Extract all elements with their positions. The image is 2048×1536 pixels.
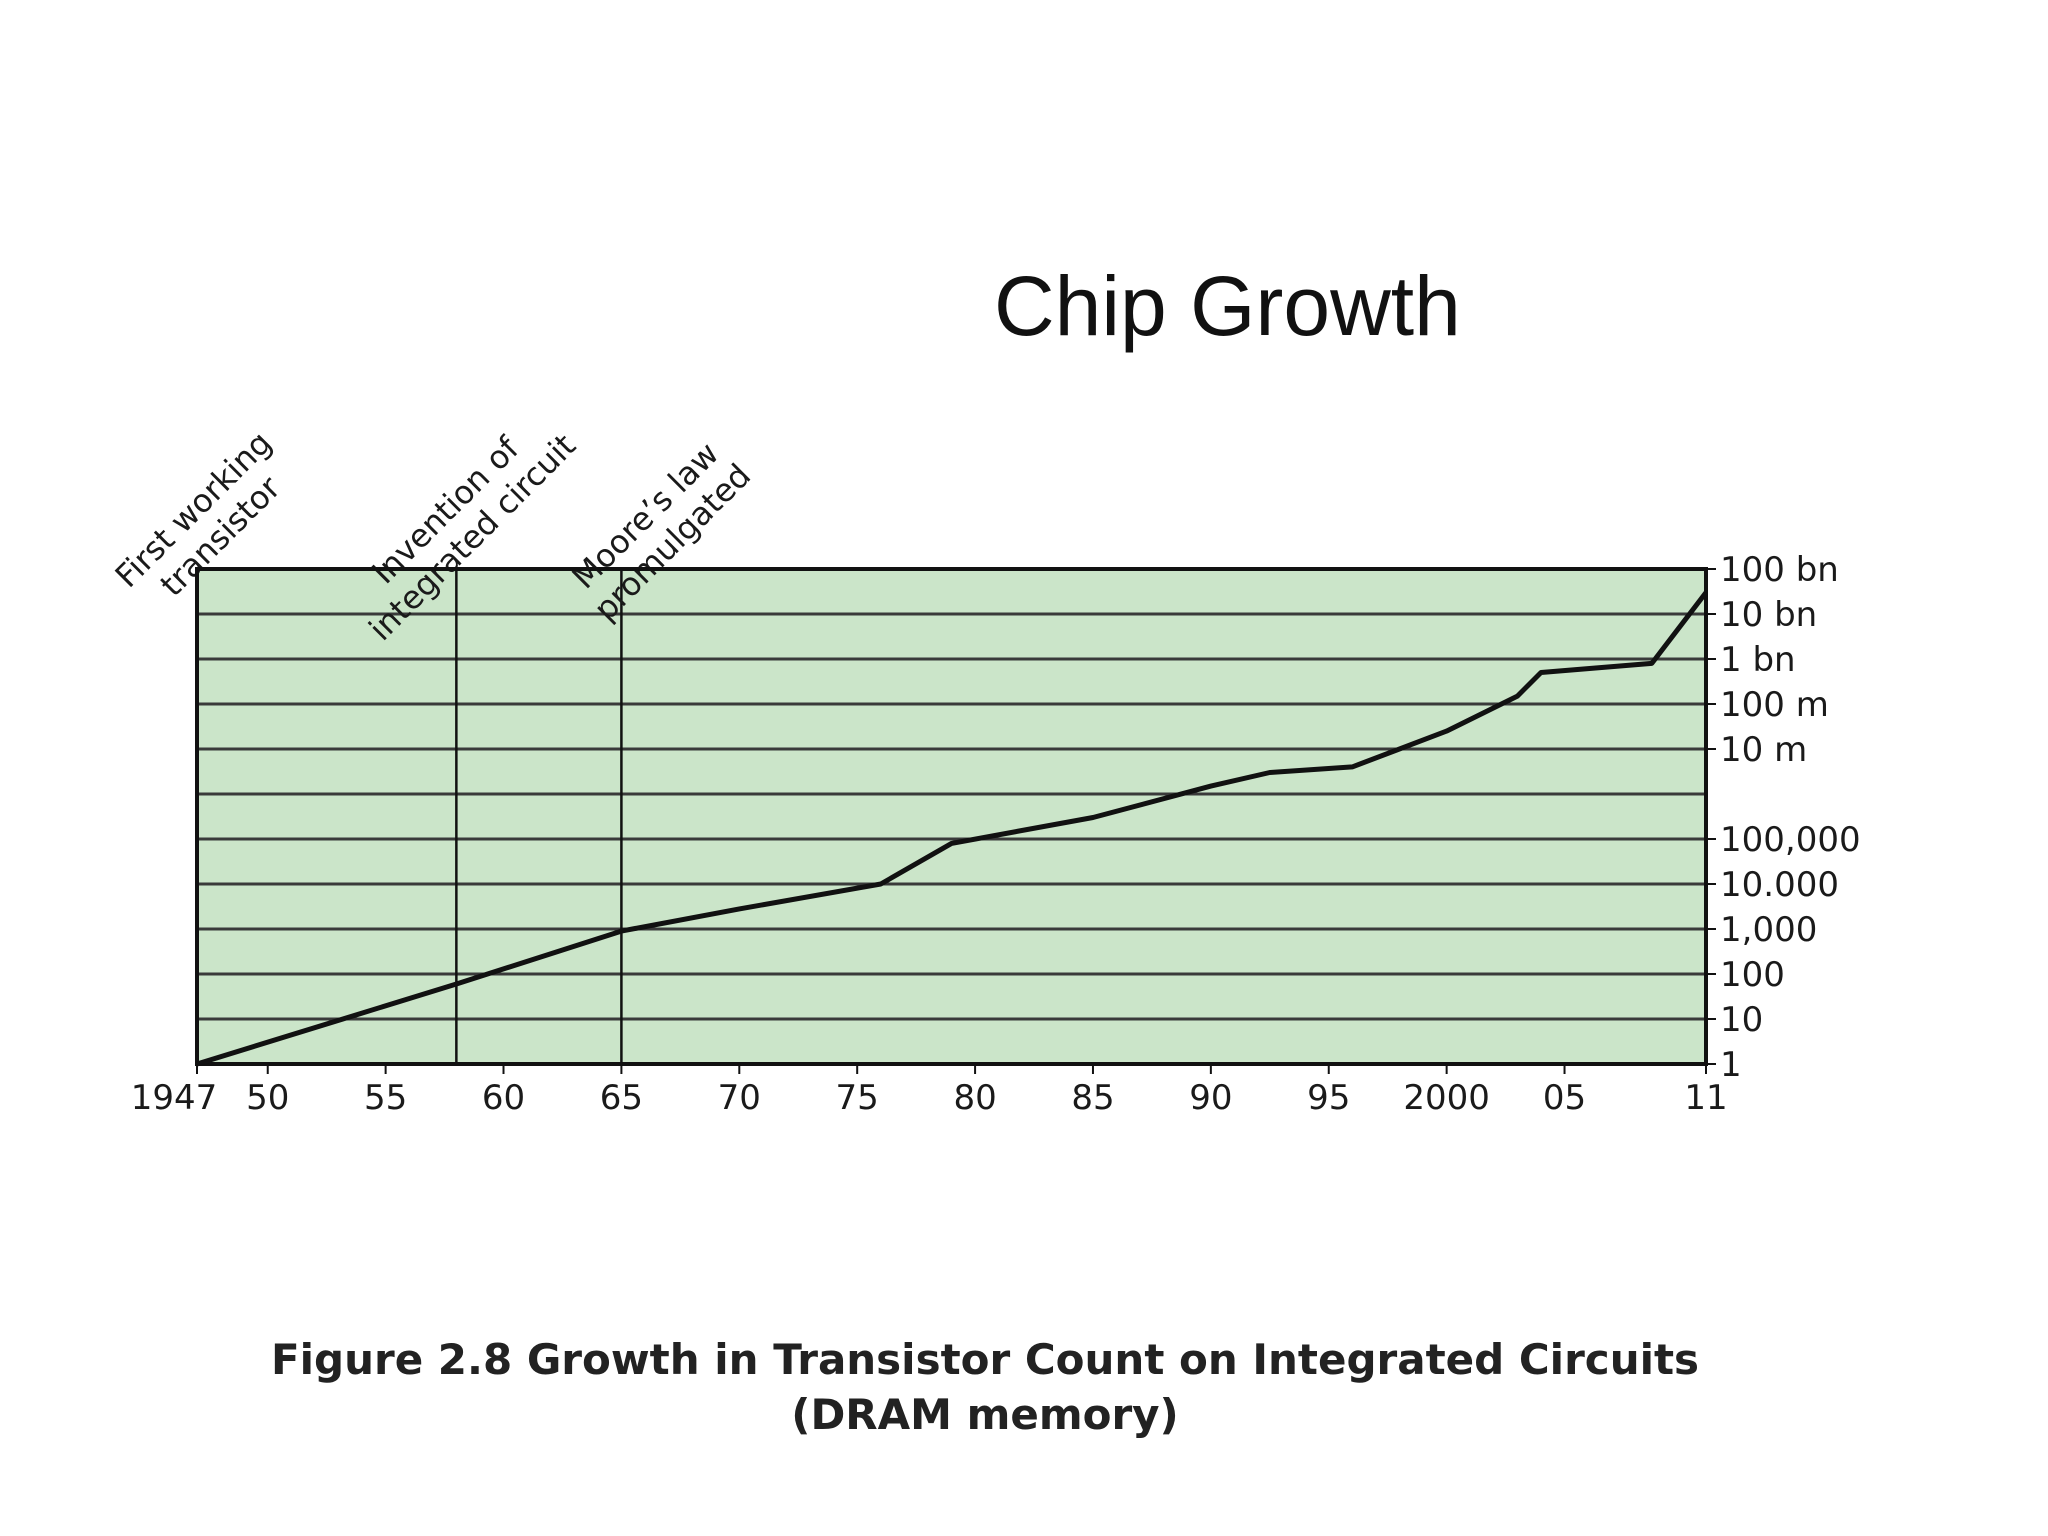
x-tick-label: 1947 [131,1078,218,1118]
x-tick-label: 70 [718,1078,761,1118]
x-tick-label: 95 [1307,1078,1350,1118]
x-tick-label: 65 [600,1078,643,1118]
y-tick-label: 100 [1720,955,1785,995]
plot-frame [195,567,1708,1066]
y-tick-label: 100 bn [1720,550,1839,590]
figure-caption-line1: Figure 2.8 Growth in Transistor Count on… [270,1335,1700,1384]
y-tick-label: 100 m [1720,685,1829,725]
y-tick-label: 10 bn [1720,595,1817,635]
x-tick-label: 85 [1071,1078,1114,1118]
y-tick-label: 1,000 [1720,910,1817,950]
x-tick-label: 55 [364,1078,407,1118]
x-tick-label: 11 [1684,1078,1727,1118]
x-tick-label: 60 [482,1078,525,1118]
x-tick-label: 80 [953,1078,996,1118]
x-tick-label: 50 [246,1078,289,1118]
y-tick-label: 10.000 [1720,865,1839,905]
x-tick-label: 75 [836,1078,879,1118]
x-tick-label: 2000 [1403,1078,1490,1118]
slide-title: Chip Growth [994,259,1461,353]
y-tick-label: 10 m [1720,730,1807,770]
y-tick-label: 1 [1720,1045,1742,1085]
y-tick-label: 1 bn [1720,640,1796,680]
x-tick-label: 90 [1189,1078,1232,1118]
figure-caption-line2: (DRAM memory) [791,1390,1179,1439]
x-tick-label: 05 [1543,1078,1586,1118]
plot-area [197,569,1706,1064]
y-tick-label: 100,000 [1720,820,1861,860]
y-tick-label: 10 [1720,1000,1763,1040]
